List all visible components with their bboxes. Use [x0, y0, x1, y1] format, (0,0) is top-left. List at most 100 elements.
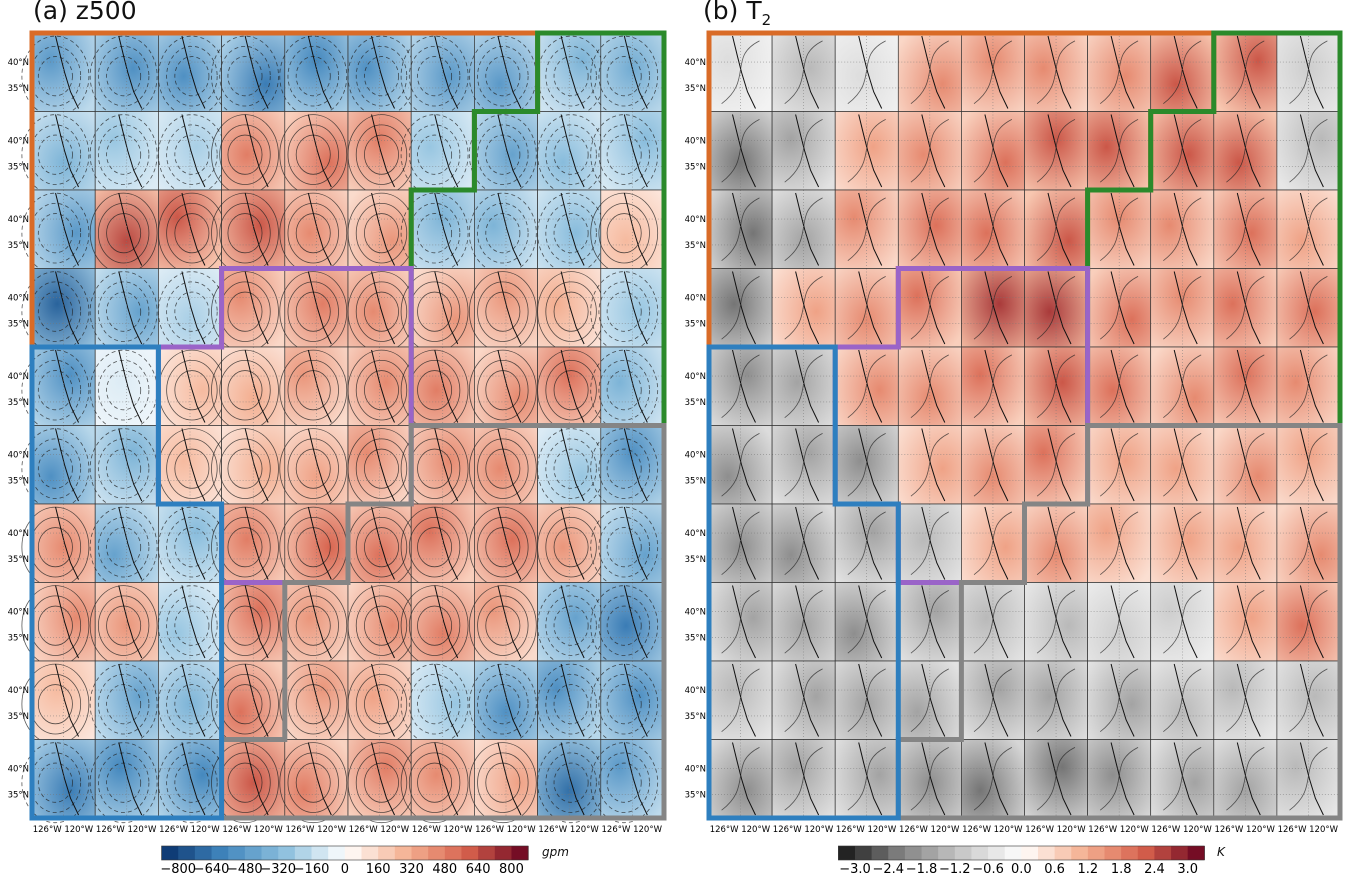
coastline [1173, 742, 1198, 816]
map-cell [897, 660, 962, 740]
lat-tick-label: 40°N [685, 372, 706, 382]
contour-line [174, 56, 210, 97]
lat-tick-label: 40°N [8, 608, 29, 618]
cluster-region-outline [219, 423, 667, 821]
contour-line [590, 742, 659, 824]
contour-line [174, 605, 210, 646]
lat-tick-label: 35°N [8, 633, 29, 643]
contour-line [219, 202, 271, 264]
map-cell [279, 425, 349, 510]
coastline [795, 428, 820, 502]
colorbar-segment [1004, 846, 1022, 860]
coastline [307, 114, 332, 188]
contour-line [408, 752, 461, 813]
map-cell [211, 425, 286, 510]
map-cell [468, 739, 538, 824]
map-cell [1213, 582, 1278, 662]
coastline [497, 35, 522, 109]
map-cell [1276, 32, 1341, 112]
lat-tick-label: 35°N [8, 476, 29, 486]
contour-line [364, 527, 399, 568]
map-cell [279, 111, 349, 196]
coastline [55, 428, 79, 502]
map-cell [1213, 503, 1278, 583]
coastline [1236, 192, 1261, 266]
panel-b-title-subscript: 2 [761, 11, 772, 29]
map-cell [537, 503, 605, 588]
map-cell [961, 111, 1025, 191]
lon-tick-label: 120°W [1120, 825, 1149, 835]
contour-line [545, 438, 597, 499]
map-cell [537, 268, 605, 353]
lon-tick-label: 120°W [1183, 825, 1212, 835]
lon-tick-label: 120°W [1057, 825, 1086, 835]
coastline [1110, 349, 1135, 423]
coastline [118, 114, 143, 188]
map-cell [157, 32, 226, 117]
map-cell [347, 111, 416, 196]
lon-tick-label: 126°W [159, 825, 188, 835]
contour-line [606, 605, 642, 646]
coastline [244, 35, 269, 109]
map-cell [590, 660, 665, 745]
contour-line [545, 124, 597, 185]
contour-line [37, 213, 73, 254]
coastline [55, 349, 79, 423]
coastline [623, 349, 648, 423]
map-cell [1087, 32, 1152, 112]
map-cell [961, 425, 1025, 505]
cluster-region-outline [29, 344, 225, 821]
lat-tick-label: 40°N [685, 529, 706, 539]
contour-line [545, 45, 597, 107]
coastline [181, 271, 206, 345]
map-cell [590, 346, 665, 431]
colorbar-segment [511, 846, 529, 860]
coastline [118, 35, 143, 109]
contour-line [37, 684, 73, 725]
coastline [181, 35, 206, 109]
contour-line [408, 595, 461, 656]
coastline [1047, 192, 1072, 266]
coastline [1299, 663, 1324, 737]
map-cell [1213, 425, 1278, 505]
coastline [984, 428, 1009, 502]
coastline [118, 192, 143, 266]
map-cell [590, 425, 665, 510]
map-cell [961, 268, 1025, 348]
map-cell [834, 660, 899, 740]
coastline [732, 271, 756, 345]
colorbar-segment [1137, 846, 1155, 860]
map-cell [537, 189, 605, 274]
contour-line [97, 595, 150, 656]
colorbar-tick-label: −160 [294, 862, 330, 877]
coastline [732, 35, 756, 109]
contour-line [408, 673, 461, 735]
contour-line [477, 202, 529, 264]
map-cell [1276, 346, 1341, 426]
lat-tick-label: 35°N [685, 476, 706, 486]
map-cell [89, 425, 159, 510]
contour-line [553, 213, 589, 254]
coastline [795, 271, 820, 345]
map-cell [157, 660, 226, 745]
coastline [732, 192, 756, 266]
contour-line [355, 281, 408, 342]
coastline [858, 663, 883, 737]
lat-tick-label: 35°N [685, 84, 706, 94]
contour-line [477, 595, 529, 656]
map-cell [468, 660, 538, 745]
contour-line [364, 605, 399, 646]
contour-line [37, 134, 73, 175]
contour-line [166, 281, 218, 342]
map-cell [1213, 111, 1278, 191]
map-cell [157, 582, 226, 667]
map-cell [400, 582, 475, 667]
contour-line [598, 359, 650, 421]
map-cell [537, 346, 605, 431]
contour-line [174, 527, 210, 568]
contour-line [364, 134, 399, 175]
map-cell [1150, 660, 1215, 740]
coastline [921, 506, 946, 580]
map-cell [1150, 425, 1215, 505]
